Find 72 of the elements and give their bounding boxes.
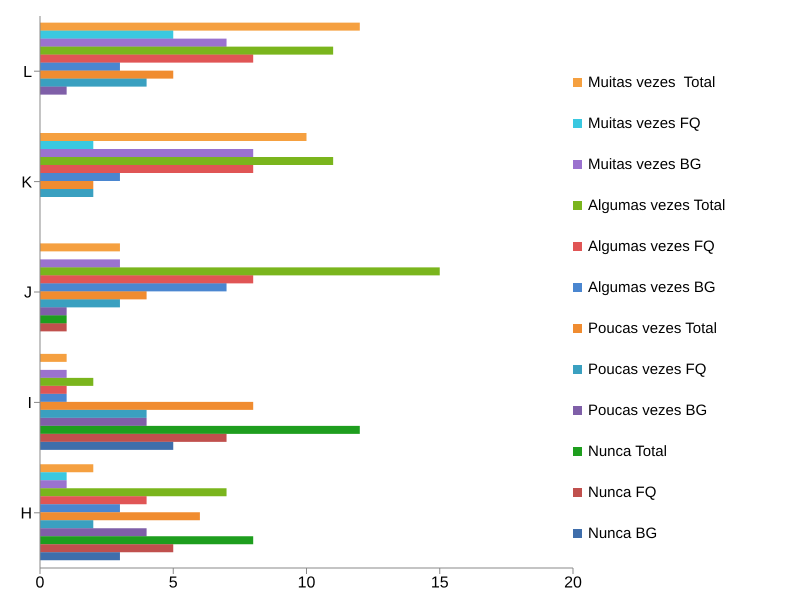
x-tick-label: 20 bbox=[564, 574, 582, 592]
bar bbox=[40, 38, 227, 47]
legend-label: Nunca Total bbox=[588, 443, 667, 460]
bar bbox=[40, 149, 254, 158]
bar bbox=[40, 291, 147, 300]
bar bbox=[40, 267, 440, 276]
x-tick-label: 15 bbox=[430, 574, 449, 592]
x-tick-label: 10 bbox=[298, 574, 316, 592]
bar bbox=[40, 512, 200, 520]
bar bbox=[40, 544, 174, 552]
bar bbox=[40, 30, 174, 39]
bar bbox=[40, 528, 147, 536]
bar bbox=[40, 386, 67, 394]
bar bbox=[40, 394, 67, 402]
x-tick-label: 5 bbox=[168, 574, 178, 592]
bar bbox=[40, 472, 67, 480]
bar bbox=[40, 434, 227, 442]
bar bbox=[40, 133, 306, 142]
bar bbox=[40, 165, 254, 174]
legend-label: Poucas vezes FQ bbox=[588, 361, 706, 378]
bar bbox=[40, 78, 147, 87]
bar bbox=[40, 299, 120, 308]
bar bbox=[40, 54, 254, 63]
bar bbox=[40, 402, 254, 410]
bar bbox=[40, 480, 67, 488]
bar bbox=[40, 426, 360, 434]
bar bbox=[40, 181, 94, 190]
bar bbox=[40, 418, 147, 426]
bar bbox=[40, 488, 227, 496]
bar bbox=[40, 464, 94, 472]
legend-label: Algumas vezes FQ bbox=[588, 238, 715, 255]
legend-label: Algumas vezes Total bbox=[588, 197, 726, 214]
bar bbox=[40, 536, 254, 544]
legend-label: Poucas vezes Total bbox=[588, 320, 717, 337]
bar bbox=[40, 315, 67, 324]
bar bbox=[40, 307, 67, 316]
bar bbox=[40, 86, 67, 95]
x-tick-label: 0 bbox=[36, 574, 45, 592]
legend-label: Poucas vezes BG bbox=[588, 402, 708, 419]
bar bbox=[40, 22, 360, 31]
bar bbox=[40, 504, 120, 512]
legend-label: Algumas vezes BG bbox=[588, 279, 716, 296]
bar bbox=[40, 189, 94, 198]
bar bbox=[40, 173, 120, 182]
y-tick-label: L bbox=[23, 64, 32, 81]
bar bbox=[40, 442, 174, 450]
y-tick-label: J bbox=[24, 284, 32, 302]
legend-label: Nunca BG bbox=[588, 525, 658, 542]
bar bbox=[40, 243, 120, 252]
y-tick-label: K bbox=[21, 174, 32, 192]
bar bbox=[40, 275, 254, 284]
bar bbox=[40, 370, 67, 378]
bar bbox=[40, 70, 174, 79]
bar bbox=[40, 496, 147, 504]
bar bbox=[40, 141, 94, 150]
bar bbox=[40, 410, 147, 418]
bar bbox=[40, 62, 120, 71]
bar bbox=[40, 552, 120, 560]
legend-label: Muitas vezes Total bbox=[588, 74, 716, 91]
legend-label: Muitas vezes BG bbox=[588, 156, 702, 173]
bar bbox=[40, 323, 67, 332]
legend-label: Muitas vezes FQ bbox=[588, 115, 701, 132]
bar bbox=[40, 259, 120, 268]
bar bbox=[40, 283, 227, 292]
bar bbox=[40, 354, 67, 362]
bar bbox=[40, 157, 334, 166]
bar bbox=[40, 378, 94, 386]
legend-label: Nunca FQ bbox=[588, 484, 656, 501]
y-tick-label: I bbox=[28, 395, 32, 412]
bar bbox=[40, 520, 94, 528]
y-tick-label: H bbox=[20, 505, 32, 522]
bar bbox=[40, 46, 334, 55]
